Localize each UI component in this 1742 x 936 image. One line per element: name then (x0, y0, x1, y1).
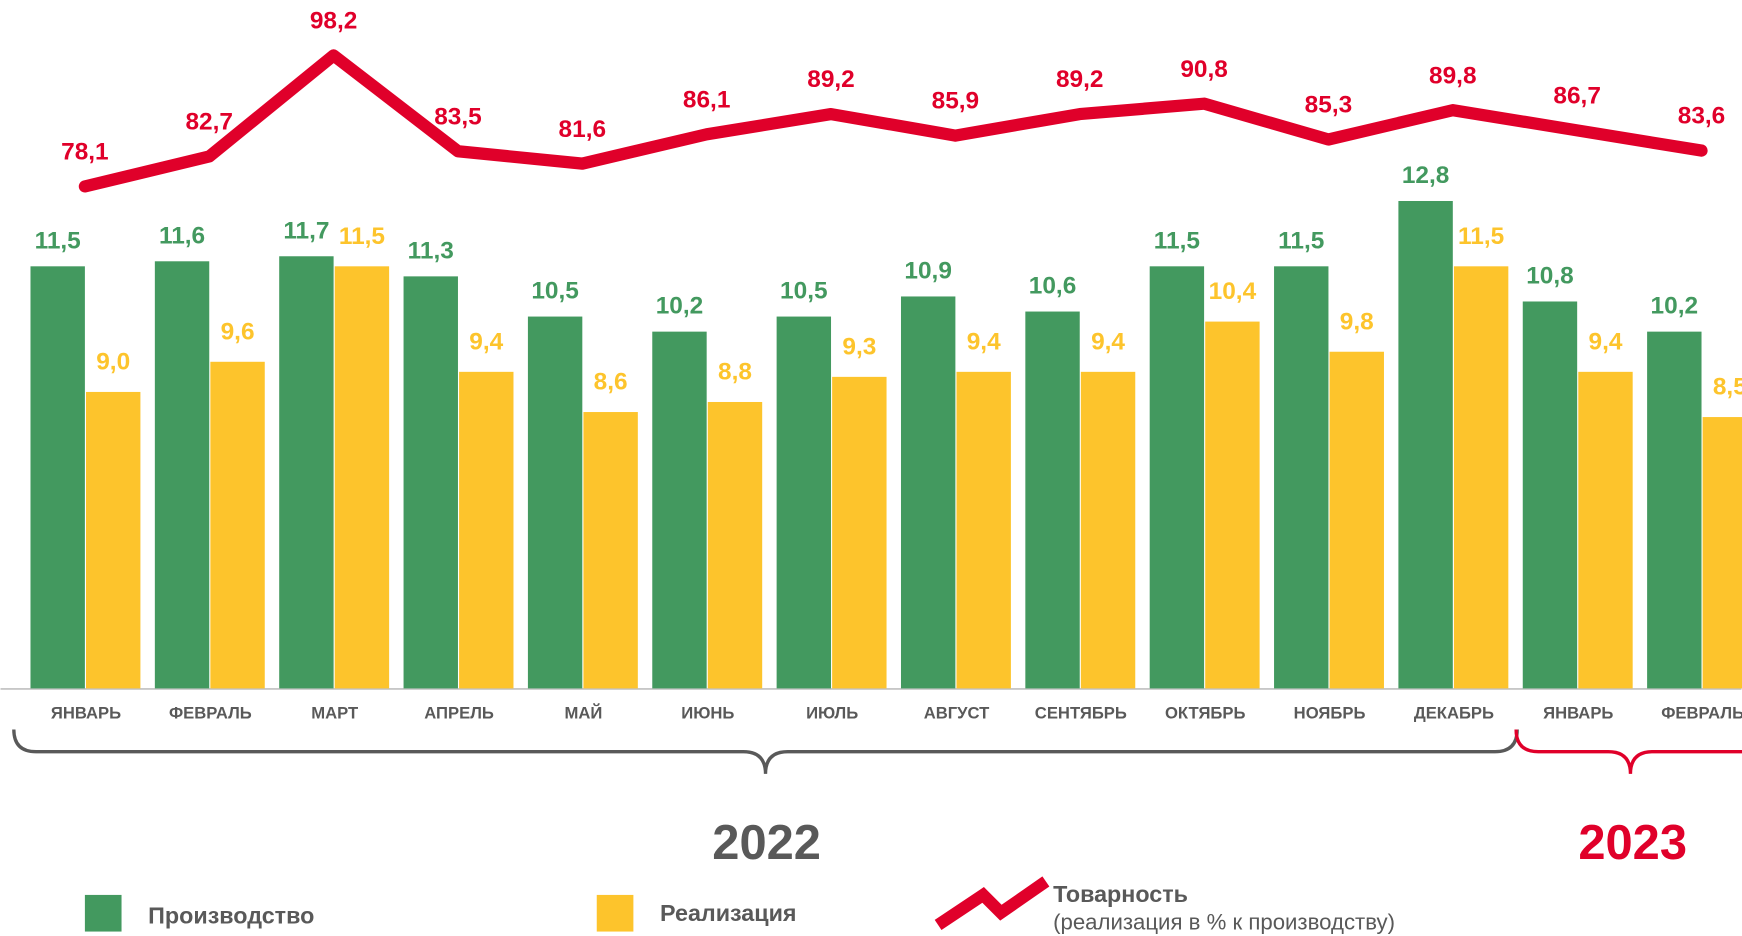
bar (900, 296, 956, 689)
x-tick-label: МАЙ (565, 703, 603, 722)
group-brace (1514, 729, 1742, 774)
bar (86, 391, 141, 689)
bar (1080, 371, 1136, 689)
bar-value-label: 10,5 (780, 278, 828, 305)
bar (707, 401, 763, 689)
x-tick-label: АВГУСТ (924, 703, 990, 722)
line-value-label: 83,5 (434, 103, 482, 130)
line-value-label: 82,7 (185, 109, 233, 136)
bar (1149, 266, 1205, 689)
group-label: 2022 (712, 816, 821, 870)
group-brace (12, 729, 1519, 774)
bar-value-label: 10,4 (1209, 278, 1257, 305)
x-tick-label: ИЮЛЬ (806, 703, 858, 722)
bar-value-label: 11,5 (1278, 227, 1324, 254)
bar (210, 361, 265, 689)
bar-value-label: 8,8 (718, 359, 752, 386)
line-value-label: 86,1 (683, 86, 731, 113)
bar (1453, 266, 1509, 689)
bar (1398, 200, 1453, 689)
bar-value-label: 9,3 (842, 333, 876, 360)
bar-value-label: 11,3 (408, 237, 454, 264)
bar (956, 371, 1011, 689)
bar (30, 266, 85, 689)
bar-value-label: 11,5 (35, 227, 81, 254)
bar-value-label: 9,6 (221, 318, 255, 345)
line-value-label: 89,2 (807, 66, 855, 93)
bar (1205, 321, 1260, 689)
bar (403, 276, 458, 689)
bar (583, 412, 638, 689)
bar-value-label: 8,6 (594, 369, 628, 396)
bar (1025, 311, 1080, 689)
x-tick-label: ИЮНЬ (681, 703, 734, 722)
line (78, 49, 1708, 193)
bar-value-label: 11,5 (339, 223, 385, 250)
bar-value-label: 10,5 (531, 278, 579, 305)
line-value-label: 90,8 (1180, 56, 1228, 83)
line-value-label: 85,9 (932, 88, 980, 115)
bar (459, 371, 514, 689)
line-value-label: 89,8 (1429, 62, 1477, 89)
bar-value-label: 9,0 (96, 349, 130, 376)
legend-swatch (596, 894, 634, 932)
bar-value-label: 11,7 (283, 217, 329, 244)
bar-value-label: 11,6 (159, 222, 205, 249)
legend-label: Товарность (1053, 881, 1188, 907)
bar-value-label: 10,6 (1029, 273, 1077, 300)
bar-value-label: 12,8 (1402, 162, 1450, 189)
x-tick-label: АПРЕЛЬ (424, 703, 494, 722)
bar-value-label: 9,8 (1340, 308, 1374, 335)
bar-value-label: 9,4 (469, 328, 503, 355)
bar (1702, 417, 1742, 689)
bar (334, 266, 390, 689)
line-value-label: 89,2 (1056, 66, 1104, 93)
x-tick-label: СЕНТЯБРЬ (1035, 703, 1127, 722)
bar-value-label: 11,5 (1458, 223, 1504, 250)
bar (154, 261, 210, 689)
bar-value-label: 10,2 (1651, 293, 1699, 320)
group-label: 2023 (1578, 816, 1687, 870)
bar-value-label: 10,8 (1526, 263, 1574, 290)
line-value-label: 78,1 (61, 139, 109, 166)
x-tick-label: ЯНВАРЬ (1543, 703, 1613, 722)
bar-value-label: 11,5 (1154, 227, 1200, 254)
bar-value-label: 9,4 (1091, 328, 1125, 355)
legend-label: Реализация (660, 900, 796, 926)
bar-value-label: 10,2 (656, 293, 704, 320)
bar (776, 316, 832, 689)
bar-value-label: 9,4 (1589, 328, 1623, 355)
x-tick-label: ФЕВРАЛЬ (1661, 703, 1742, 722)
bar-value-label: 9,4 (967, 328, 1001, 355)
bar-value-label: 10,9 (904, 257, 952, 284)
x-tick-label: ОКТЯБРЬ (1165, 703, 1245, 722)
bar (832, 376, 887, 689)
bar (1578, 371, 1633, 689)
bar (1274, 266, 1329, 689)
legend-swatch (934, 876, 1050, 931)
bar (652, 331, 707, 689)
x-tick-label: ЯНВАРЬ (51, 703, 121, 722)
x-tick-label: НОЯБРЬ (1294, 703, 1366, 722)
bar (279, 256, 334, 689)
bar (1522, 301, 1578, 689)
line-value-label: 83,6 (1678, 103, 1726, 130)
bar-value-label: 8,5 (1713, 374, 1742, 401)
x-tick-label: МАРТ (311, 703, 358, 722)
line-value-label: 85,3 (1305, 92, 1353, 119)
line-value-label: 98,2 (310, 8, 358, 35)
x-tick-label: ДЕКАБРЬ (1414, 703, 1494, 722)
bar (1647, 331, 1702, 689)
legend-note: (реализация в % к производству) (1053, 910, 1395, 935)
bar (1329, 351, 1384, 689)
line-value-label: 81,6 (559, 116, 607, 143)
line-value-label: 86,7 (1553, 83, 1601, 110)
bar (527, 316, 583, 689)
legend-label: Производство (148, 902, 314, 928)
legend-swatch (84, 894, 122, 932)
x-tick-label: ФЕВРАЛЬ (169, 703, 252, 722)
